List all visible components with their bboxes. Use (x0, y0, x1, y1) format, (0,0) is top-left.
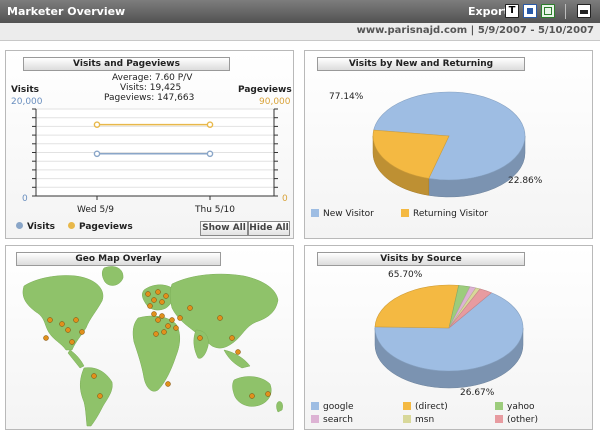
direct-percent: 26.67% (460, 388, 495, 398)
legend-direct-label: (direct) (415, 402, 448, 412)
left-axis-max: 20,000 (11, 97, 43, 107)
legend-msn: msn (403, 415, 434, 425)
direct-swatch (403, 402, 411, 410)
legend-yahoo: yahoo (495, 402, 535, 412)
legend-pageviews-label: Pageviews (79, 222, 133, 232)
msn-swatch (403, 415, 411, 423)
text-export-icon[interactable]: T (505, 4, 519, 18)
legend-other-label: (other) (507, 415, 538, 425)
asia-shape (169, 273, 279, 349)
legend-returning-visitor-label: Returning Visitor (413, 209, 489, 219)
search-swatch (311, 415, 319, 423)
legend-google-label: google (323, 402, 354, 412)
right-axis-label: Pageviews (238, 85, 292, 95)
summary-average: Average: 7.60 P/V (112, 73, 193, 83)
summary-pageviews: Pageviews: 147,663 (104, 93, 195, 103)
google-percent: 65.70% (388, 270, 423, 280)
printer-icon[interactable] (577, 4, 591, 18)
right-axis-max: 90,000 (259, 97, 291, 107)
export-label: Export (468, 5, 509, 18)
visits-source-panel: Visits by Source 65.70% 26.67% google (d… (304, 245, 593, 430)
legend-new-visitor-label: New Visitor (323, 209, 374, 219)
legend-visits-label: Visits (27, 222, 55, 232)
legend-msn-label: msn (415, 415, 435, 425)
legend-visits[interactable]: Visits (16, 222, 55, 232)
x-tick-label: Wed 5/9 (77, 205, 114, 215)
new-visitor-percent: 77.14% (329, 92, 364, 102)
legend-direct: (direct) (403, 402, 448, 412)
right-axis-min: 0 (282, 194, 288, 204)
pie-slice (374, 292, 524, 372)
data-point-visits (206, 150, 214, 158)
date-range: 5/9/2007 - 5/10/2007 (477, 25, 594, 36)
new-returning-pie (372, 91, 526, 198)
visits-source-title: Visits by Source (317, 252, 525, 266)
africa-shape (132, 315, 180, 392)
data-point-pageviews (93, 121, 101, 128)
top-bar: Marketer Overview Export T (0, 0, 600, 23)
geo-map-panel: Geo Map Overlay (5, 245, 294, 430)
greenland-shape (101, 266, 124, 286)
toolbar-divider (565, 4, 566, 19)
hide-all-button[interactable]: Hide All (248, 221, 290, 236)
returning-visitor-percent: 22.86% (508, 176, 543, 186)
south-america-shape (80, 367, 113, 427)
new-returning-panel: Visits by New and Returning 77.14% 22.86… (304, 50, 593, 239)
summary-visits: Visits: 19,425 (120, 83, 182, 93)
show-all-button[interactable]: Show All (200, 221, 248, 236)
csv-export-icon[interactable] (523, 4, 537, 18)
new-visitor-swatch (311, 209, 319, 217)
legend-pageviews[interactable]: Pageviews (68, 222, 133, 232)
europe-shape (142, 284, 174, 311)
legend-new-visitor: New Visitor (311, 209, 374, 219)
data-point-visits (93, 150, 101, 158)
legend-search-label: search (323, 415, 353, 425)
north-america-shape (22, 275, 104, 351)
page-title: Marketer Overview (7, 5, 126, 18)
world-map (22, 266, 283, 427)
yahoo-swatch (495, 402, 503, 410)
left-axis-label: Visits (11, 85, 39, 95)
x-tick-label: Thu 5/10 (195, 205, 235, 215)
new-zealand-shape (276, 401, 283, 413)
visits-source-pie (374, 284, 524, 389)
left-axis-min: 0 (22, 194, 28, 204)
separator: | (470, 25, 478, 36)
pie-slice (448, 288, 493, 329)
new-returning-title: Visits by New and Returning (317, 57, 525, 71)
excel-export-icon[interactable] (541, 4, 555, 18)
site-name: www.parisnajd.com (356, 25, 468, 36)
legend-yahoo-label: yahoo (507, 402, 535, 412)
legend-google: google (311, 402, 353, 412)
visits-legend-dot (16, 222, 23, 229)
pageviews-legend-dot (68, 222, 75, 229)
data-point-pageviews (206, 121, 214, 128)
visits-pageviews-chart (32, 108, 278, 200)
legend-other: (other) (495, 415, 538, 425)
pie-slice (372, 129, 450, 179)
visits-pageviews-title: Visits and Pageviews (23, 57, 230, 71)
site-and-date: www.parisnajd.com | 5/9/2007 - 5/10/2007 (357, 25, 594, 36)
other-swatch (495, 415, 503, 423)
southeast-asia-shape (223, 349, 251, 369)
legend-returning-visitor: Returning Visitor (401, 209, 488, 219)
geo-map-title: Geo Map Overlay (16, 252, 221, 266)
sub-header: www.parisnajd.com | 5/9/2007 - 5/10/2007 (0, 23, 600, 41)
central-america-shape (67, 349, 85, 369)
returning-visitor-swatch (401, 209, 409, 217)
visits-pageviews-panel: Visits and Pageviews Average: 7.60 P/V V… (5, 50, 294, 239)
pie-slice (374, 284, 460, 329)
google-swatch (311, 402, 319, 410)
australia-shape (232, 376, 272, 407)
legend-search: search (311, 415, 353, 425)
